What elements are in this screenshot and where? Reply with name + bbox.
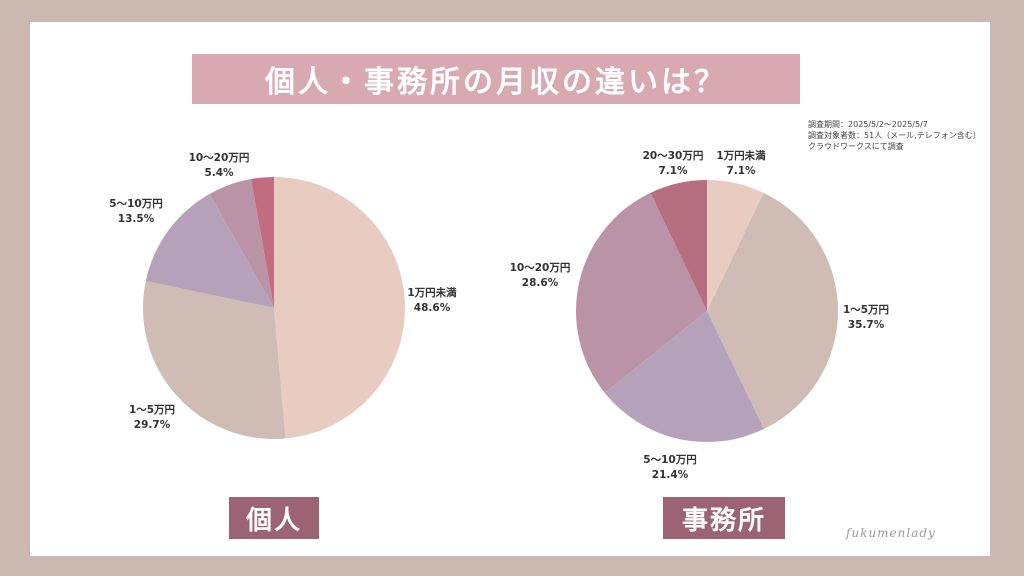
slice-value-label: 21.4% xyxy=(652,469,689,481)
pie-slice xyxy=(143,281,286,439)
survey-info: 調査期間：2025/5/2〜2025/5/7 調査対象者数：51人（メール,テレ… xyxy=(808,119,981,152)
slice-category-label: 1〜5万円 xyxy=(843,304,889,316)
slice-category-label: 10〜20万円 xyxy=(510,262,571,274)
pie-chart-office: 1万円未満 7.1% 1〜5万円 35.7% 5〜10万円 21.4% 10〜20万円 28.… xyxy=(510,149,889,481)
slice-category-label: 1〜5万円 xyxy=(129,404,175,416)
pie-slice xyxy=(209,179,274,308)
slice-value-label: 5.4% xyxy=(204,167,234,179)
slice-value-label: 48.6% xyxy=(414,302,451,314)
pie-slice xyxy=(576,192,707,393)
page-title: 個人・事務所の月収の違いは？ xyxy=(192,54,800,104)
survey-respondents: 調査対象者数：51人（メール,テレフォン含む） xyxy=(808,131,981,140)
slice-category-label: 1万円未満 xyxy=(407,286,457,299)
slice-category-label: 1万円未満 xyxy=(716,149,766,162)
survey-period: 調査期間：2025/5/2〜2025/5/7 xyxy=(808,120,928,129)
survey-method: クラウドワークスにて調査 xyxy=(808,142,904,151)
slice-category-label: 20〜30万円 xyxy=(643,150,704,162)
slice-category-label: 5〜10万円 xyxy=(109,198,162,210)
slice-value-label: 29.7% xyxy=(134,419,171,431)
pie-slice xyxy=(650,180,707,311)
slice-value-label: 7.1% xyxy=(658,165,688,177)
chart-title-office: 事務所 xyxy=(663,497,785,539)
pie-slice xyxy=(604,311,764,443)
slice-value-label: 13.5% xyxy=(118,213,155,225)
pie-chart-individual: 1万円未満 48.6% 1〜5万円 29.7% 5〜10万円 13.5% 10〜20万円 5.… xyxy=(109,152,457,439)
watermark-text: fukumenlady xyxy=(846,526,936,540)
pie-slice xyxy=(707,180,764,311)
pie-slice xyxy=(707,192,838,429)
slice-category-label: 10〜20万円 xyxy=(189,152,250,164)
pie-slice xyxy=(145,194,274,308)
slice-value-label: 35.7% xyxy=(848,319,885,331)
chart-title-individual: 個人 xyxy=(229,497,319,539)
slice-category-label: 5〜10万円 xyxy=(643,454,696,466)
pie-slice xyxy=(251,177,274,308)
slice-value-label: 28.6% xyxy=(522,277,559,289)
pie-slice xyxy=(274,177,405,439)
slice-value-label: 7.1% xyxy=(726,165,756,177)
